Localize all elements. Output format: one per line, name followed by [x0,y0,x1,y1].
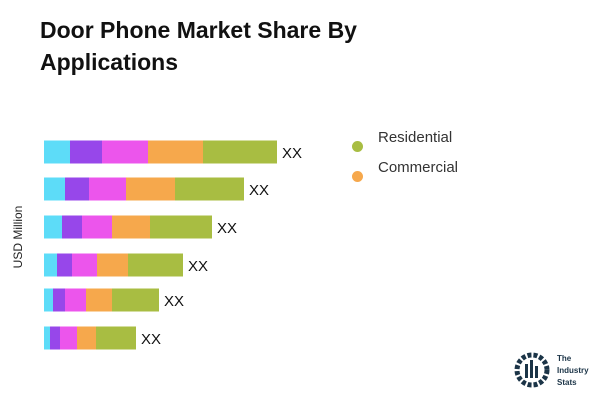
bar-segment [57,253,72,277]
bar-segment [44,253,57,277]
bar-segment [112,215,150,239]
bar-segment [44,326,50,350]
data-label: XX [282,145,302,162]
legend-residential: Residential [378,129,453,146]
bar-segment [44,288,53,312]
bar-segment [70,140,102,164]
bar-segment [60,326,77,350]
bar-segment [65,288,86,312]
data-label: XX [141,331,161,348]
bar-segment [96,326,136,350]
legend-marker-commercial [352,171,363,182]
bar-segment [77,326,96,350]
bar-segment [175,177,244,201]
bar-segment [72,253,97,277]
bar-segment [65,177,89,201]
bar-segment [82,215,112,239]
data-label: XX [188,258,208,275]
logo-line: The [557,354,572,363]
logo-line: Stats [557,378,577,387]
bar-segment [53,288,65,312]
bar-segment [102,140,148,164]
bar-segment [86,288,112,312]
bar-segment [97,253,128,277]
bar-segment [203,140,277,164]
bar-segment [126,177,175,201]
bar-segment [89,177,126,201]
bar-segment [150,215,212,239]
data-label: XX [164,293,184,310]
bar-segment [128,253,183,277]
bar-segment [44,140,70,164]
bar-segment [44,177,65,201]
logo-gear-icon [514,352,550,388]
chart-title: Door Phone Market Share By Applications [40,17,357,75]
bar-segment [112,288,159,312]
bar-segment [50,326,60,350]
logo-text: The Industry Stats [557,353,589,389]
data-label: XX [249,182,269,199]
bar-segment [148,140,203,164]
logo-line: Industry [557,366,589,375]
bar-segment [62,215,82,239]
data-label: XX [217,220,237,237]
bar-segment [44,215,62,239]
legend-commercial: Commercial [378,159,459,176]
legend-marker-residential [352,141,363,152]
